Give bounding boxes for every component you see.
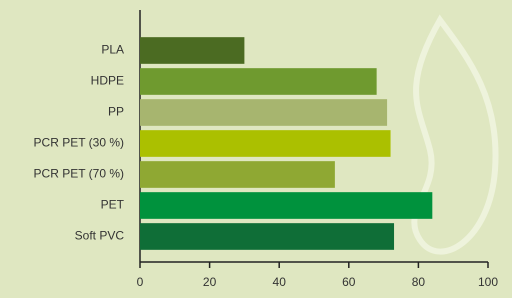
x-tick-label: 100 [478, 275, 498, 289]
page: 0 20 40 60 80 100 PLA HDPE PP PCR PET (30 %) PCR P… [0, 0, 512, 298]
x-tick-label: 60 [342, 275, 356, 289]
x-tick-label: 40 [273, 275, 287, 289]
bar [140, 37, 244, 64]
x-tick-label: 0 [137, 275, 144, 289]
bar [140, 161, 335, 188]
chart: 0 20 40 60 80 100 PLA HDPE PP PCR PET (30 %) PCR P… [0, 0, 512, 298]
bar [140, 68, 377, 95]
x-tick-label: 80 [412, 275, 426, 289]
y-tick-label: PCR PET (30 %) [34, 136, 124, 150]
y-tick-label: PET [101, 198, 125, 212]
y-tick-label: HDPE [91, 74, 124, 88]
y-tick-label: Soft PVC [75, 229, 125, 243]
y-tick-label: PCR PET (70 %) [34, 167, 124, 181]
y-tick-label: PP [108, 105, 124, 119]
bar [140, 223, 394, 250]
bar [140, 192, 432, 219]
bar [140, 130, 391, 157]
y-tick-label: PLA [101, 43, 124, 57]
x-tick-label: 20 [203, 275, 217, 289]
bar [140, 99, 387, 126]
